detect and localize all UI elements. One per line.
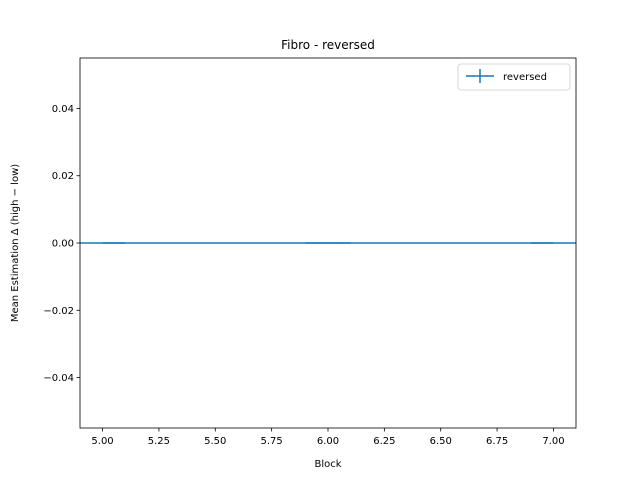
x-tick-label: 5.75 xyxy=(261,436,283,447)
x-tick-label: 6.25 xyxy=(373,436,395,447)
y-tick-label: 0.00 xyxy=(52,239,74,250)
y-axis: −0.04 −0.02 0.00 0.02 0.04 xyxy=(43,104,80,384)
y-axis-label: Mean Estimation Δ (high − low) xyxy=(10,164,21,322)
x-tick-label: 5.25 xyxy=(148,436,170,447)
y-tick-label: −0.04 xyxy=(43,373,74,384)
x-tick-label: 6.75 xyxy=(486,436,508,447)
legend-box xyxy=(457,63,571,91)
y-tick-label: 0.04 xyxy=(52,104,74,115)
x-tick-label: 6.50 xyxy=(430,436,452,447)
x-tick-label: 5.50 xyxy=(204,436,226,447)
x-axis-label: Block xyxy=(314,459,341,470)
y-tick-label: −0.02 xyxy=(43,306,74,317)
y-tick-label: 0.02 xyxy=(52,171,74,182)
x-tick-label: 5.00 xyxy=(91,436,113,447)
legend-label: reversed xyxy=(503,72,547,83)
x-tick-label: 6.00 xyxy=(317,436,339,447)
chart-title: Fibro - reversed xyxy=(281,38,375,52)
legend-marker xyxy=(466,69,494,83)
x-axis: 5.00 5.25 5.50 5.75 6.00 6.25 6.50 6.75 7.00 xyxy=(91,428,565,447)
legend: reversed xyxy=(457,63,571,91)
x-tick-label: 7.00 xyxy=(542,436,564,447)
